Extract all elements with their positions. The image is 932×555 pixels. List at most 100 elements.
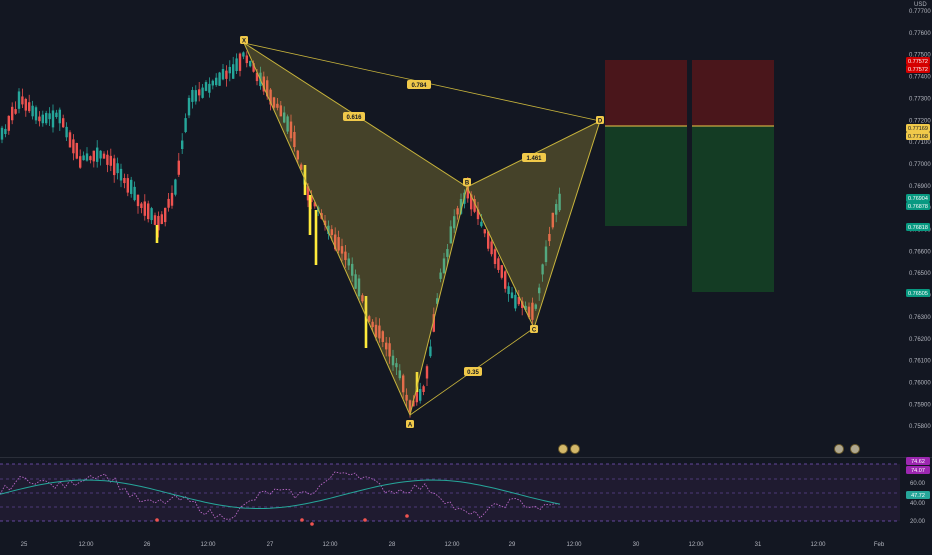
point-d-text: D [598,119,603,125]
price-badge [906,132,930,140]
candle-body [45,112,48,124]
price-pane[interactable]: 0.784 0.616 1.461 0.35 X A B C D [0,36,860,454]
event-icon[interactable] [558,444,568,454]
price-badge [906,202,930,210]
candle-body [351,263,354,276]
price-badge [906,223,930,231]
candle-body [106,154,109,165]
ratio-text-xd: 0.784 [411,83,427,89]
price-tick-label: 0.76300 [909,315,931,321]
candle-body [123,178,126,184]
point-x-text: X [242,39,246,45]
candle-body [204,82,208,91]
candle-body [395,363,398,368]
candle-body [385,342,388,350]
candle-body [208,83,211,93]
price-badge [906,65,930,73]
rsi-marker [363,518,367,522]
pattern-triangle-bcd [466,120,601,330]
rsi-divergence-markers [155,514,409,526]
harmonic-pattern[interactable]: 0.784 0.616 1.461 0.35 X A B C D [240,36,604,429]
event-icon[interactable] [850,444,860,454]
candle-body [456,208,459,215]
candle-body [7,115,10,131]
price-axis[interactable]: USD 0.77700 0.77600 0.77500 0.77400 0.77300 0… [906,2,931,430]
candle-body [510,292,514,299]
candle-body [55,112,58,118]
candle-body [361,295,364,302]
time-axis-label: 12:00 [78,542,94,548]
event-icons[interactable] [558,444,860,454]
candle-body [425,366,429,379]
take-profit-zone-2[interactable] [692,126,774,292]
event-icon[interactable] [570,444,580,454]
candle-body [344,251,347,261]
candle-body [327,225,330,235]
candle-body [150,208,153,221]
price-tick-label: 0.77600 [909,31,931,37]
rsi-badge-1-text: 74.62 [911,459,925,465]
point-c-label[interactable] [530,325,538,333]
candle-body [483,229,486,234]
candle-body [368,316,371,322]
rsi-marker [300,518,304,522]
highlighted-candle [314,210,318,265]
time-axis-label: 28 [389,542,396,548]
candle-body [116,163,119,174]
candle-body [194,90,197,102]
candle-body [439,272,442,279]
price-tick-label: 0.76600 [909,249,931,255]
stop-loss-zone-1[interactable] [605,60,687,126]
rsi-axis[interactable]: 60.00 40.00 20.00 74.62 74.07 47.72 [906,457,930,525]
candle-body [340,246,344,254]
candle-body [92,150,95,162]
rsi-pane[interactable] [0,463,900,526]
rsi-marker [310,522,314,526]
candle-body [551,212,554,228]
candle-body [153,215,157,225]
candle-body [272,97,276,108]
point-a-label[interactable] [406,420,414,428]
candle-body [555,204,558,215]
candle-body [11,106,14,121]
highlighted-candle [415,372,419,392]
time-axis-label: 12:00 [322,542,338,548]
price-tick-label: 0.76000 [909,380,931,386]
price-badge [906,124,930,132]
candle-body [170,192,174,206]
candle-body [381,331,384,342]
time-axis-label: 29 [509,542,516,548]
candle-body [174,179,177,195]
candle-body [517,297,520,305]
point-d-label[interactable] [596,116,604,124]
candle-body [238,53,242,71]
candle-body [31,105,34,117]
candle-body [466,182,469,199]
price-badge-text: 0.76878 [908,204,928,210]
time-axis[interactable]: 25 12:00 26 12:00 27 12:00 28 12:00 29 12:00 30 12:… [21,542,885,548]
candle-body [398,370,401,379]
candle-body [538,287,541,294]
time-axis-label: 30 [633,542,640,548]
take-profit-zone-1[interactable] [605,126,687,226]
candle-body [113,158,116,176]
candle-body [497,258,500,270]
stop-loss-zone-2[interactable] [692,60,774,126]
candle-body [402,375,405,393]
time-axis-label: 27 [267,542,274,548]
candle-body [300,164,303,170]
point-b-label[interactable] [463,178,471,186]
event-icon[interactable] [834,444,844,454]
candle-body [269,89,272,105]
highlighted-candle [364,296,368,348]
price-badge-text: 0.77169 [908,126,928,132]
candle-body [198,89,201,96]
candle-body [507,286,510,295]
point-x-label[interactable] [240,36,248,44]
candle-body [4,128,7,135]
candle-body [130,179,133,194]
candle-body [21,96,24,105]
candle-body [126,178,129,193]
